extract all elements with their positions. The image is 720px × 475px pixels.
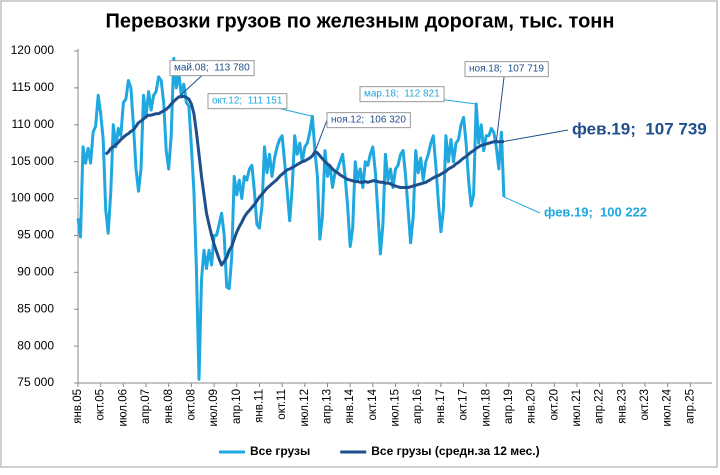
legend-label: Все грузы [250, 444, 310, 458]
x-tick-label: июл.09 [208, 389, 220, 427]
x-tick-label: июл.06 [117, 389, 129, 427]
x-tick-label: апр.16 [412, 389, 424, 424]
annotation-box [464, 61, 549, 78]
chart-title: Перевозки грузов по железным дорогам, ты… [106, 10, 615, 32]
y-tick-label: 80 000 [17, 338, 54, 352]
legend-label: Все грузы (средн.за 12 мес.) [371, 444, 539, 458]
series-line [104, 94, 505, 267]
annotation-box [169, 60, 255, 77]
y-tick-label: 85 000 [17, 301, 54, 315]
x-tick-label: окт.14 [367, 388, 379, 420]
annotation: фев.19; 100 222 [544, 204, 647, 219]
annotation: май.08; 113 780 [174, 63, 250, 74]
annotation: окт.12; 111 151 [212, 96, 283, 107]
x-tick-label: окт.11 [276, 389, 288, 420]
x-tick-label: июл.18 [480, 389, 492, 427]
annotation-leader [314, 119, 328, 153]
annotation: ноя.18; 107 719 [469, 64, 544, 75]
x-tick-label: янв.23 [616, 389, 628, 424]
y-tick-label: 120 000 [11, 43, 55, 57]
x-tick-label: янв.14 [344, 388, 356, 423]
annotation: фев.19; 107 739 [572, 119, 707, 138]
x-tick-label: окт.08 [185, 389, 197, 421]
annotation-box [568, 117, 711, 141]
x-tick-label: окт.20 [548, 389, 560, 421]
annotation: ноя.12; 106 320 [331, 115, 406, 126]
y-tick-label: 75 000 [17, 375, 54, 389]
y-tick-label: 100 000 [11, 191, 55, 205]
x-tick-label: окт.05 [95, 389, 107, 421]
x-tick-label: янв.17 [435, 389, 447, 424]
annotation-box [540, 202, 652, 222]
y-tick-label: 110 000 [12, 117, 55, 131]
y-tick-label: 95 000 [17, 228, 54, 242]
x-tick-label: окт.23 [639, 389, 651, 421]
annotation-box [359, 86, 445, 103]
x-tick-label: янв.11 [253, 389, 265, 423]
x-tick-label: апр.07 [140, 389, 152, 424]
annotation-leader [503, 129, 569, 142]
annotation-box [207, 93, 288, 110]
x-tick-label: окт.17 [458, 389, 470, 421]
annotation-leader [503, 196, 541, 214]
x-tick-label: июл.12 [299, 389, 311, 427]
x-tick-label: апр.19 [503, 389, 515, 424]
x-tick-label: июл.15 [390, 389, 402, 427]
annotation-leader [495, 68, 506, 142]
y-tick-label: 105 000 [11, 154, 55, 168]
annotation-box [326, 112, 411, 129]
x-tick-label: янв.20 [526, 389, 538, 424]
x-tick-label: янв.08 [163, 389, 175, 424]
x-tick-label: июл.24 [662, 388, 674, 426]
x-tick-label: апр.10 [231, 389, 243, 424]
x-tick-label: янв.05 [72, 389, 84, 424]
x-tick-label: апр.13 [322, 389, 334, 424]
annotation: мар.18; 112 821 [364, 89, 440, 100]
x-tick-label: апр.22 [594, 389, 606, 424]
x-tick-label: июл.21 [571, 389, 583, 427]
series-line [76, 56, 506, 381]
y-tick-label: 90 000 [17, 265, 54, 279]
y-tick-label: 115 000 [12, 80, 55, 94]
x-tick-label: апр.25 [684, 389, 696, 424]
